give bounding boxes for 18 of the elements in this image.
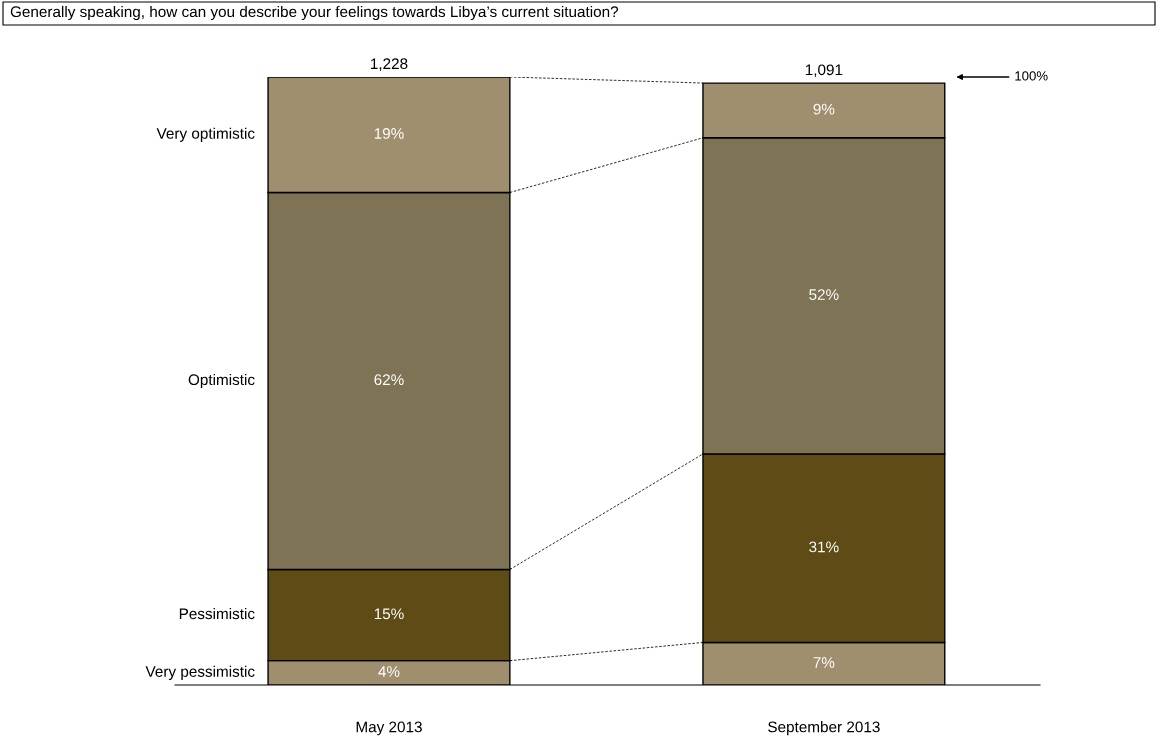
data-label: 15%	[374, 608, 404, 620]
text: 1,228	[371, 58, 408, 71]
data-label: 52%	[809, 289, 839, 300]
chart-title: Generally speaking, how can you describe your feelings towards Libya’s current situation?	[10, 5, 619, 21]
series-label: Optimistic	[188, 373, 255, 389]
series-label: Pessimistic	[179, 607, 255, 620]
x-tick-label: September 2013	[768, 721, 880, 736]
data-label: 9%	[813, 103, 835, 115]
data-label: 7%	[813, 657, 835, 668]
data-label: 19%	[374, 128, 404, 139]
data-label: 62%	[374, 374, 404, 386]
annotation: 100%	[1015, 71, 1048, 81]
data-label: 4%	[378, 666, 400, 677]
series-label: Very pessimistic	[145, 665, 255, 680]
series-label: Very optimistic	[156, 127, 255, 142]
data-label: 31%	[809, 541, 839, 553]
x-tick-label: May 2013	[356, 721, 422, 736]
annotation: 1,091	[805, 64, 843, 77]
